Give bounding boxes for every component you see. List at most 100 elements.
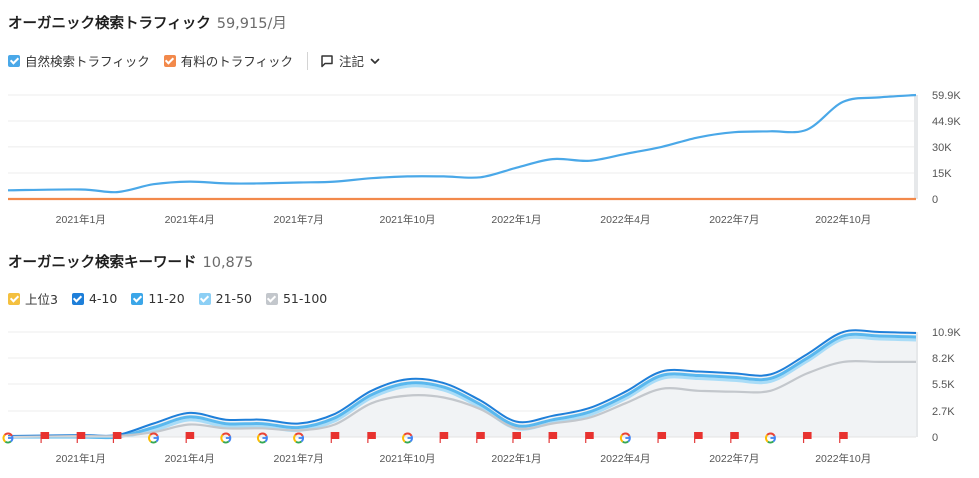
legend-4-10[interactable]: 4-10: [71, 291, 118, 306]
flag-icon: [803, 432, 812, 439]
notes-dropdown[interactable]: 注記: [320, 51, 385, 70]
flag-icon: [585, 432, 594, 439]
y-tick-label: 8.2K: [932, 353, 955, 365]
x-tick-label: 2022年4月: [600, 213, 650, 226]
legend-label: 自然検索トラフィック: [25, 54, 150, 69]
traffic-legend: 自然検索トラフィック 有料のトラフィック 注記: [8, 51, 385, 70]
x-tick-label: 2022年1月: [491, 452, 541, 465]
legend-label: 21-50: [215, 291, 252, 306]
flag-marker: [802, 432, 812, 443]
flag-icon: [186, 432, 195, 439]
traffic-metric: 59,915/月: [216, 16, 287, 32]
google-icon-arc: [3, 432, 13, 437]
y-tick-label: 30K: [932, 142, 952, 154]
legend-label: 51-100: [282, 291, 328, 306]
flag-marker: [40, 432, 50, 443]
flag-icon: [476, 432, 485, 439]
flag-marker: [76, 432, 86, 443]
flag-marker: [585, 432, 594, 443]
flag-marker: [367, 432, 376, 443]
keywords-chart: 10.9K 8.2K 5.5K 2.7K 0 2021年1月 2021年4月 2021年7月 2…: [2, 327, 961, 465]
keywords-legend: 上位3 4-10 11-20 21-50 51-100: [8, 289, 341, 308]
area-fill: [8, 330, 916, 437]
google-icon-arc: [294, 432, 304, 437]
x-tick-label: 2021年10月: [380, 213, 436, 226]
y-tick-label: 44.9K: [932, 116, 961, 128]
flag-icon: [839, 432, 848, 439]
flag-marker: [730, 432, 739, 443]
google-icon-arc: [259, 440, 266, 444]
x-tick-label: 2021年4月: [165, 213, 215, 226]
x-tick-label: 2022年7月: [709, 452, 759, 465]
flag-icon: [367, 432, 376, 439]
flag-marker: [694, 432, 703, 443]
keywords-metric: 10,875: [202, 255, 254, 271]
flag-icon: [331, 432, 340, 439]
y-tick-label: 15K: [932, 168, 952, 180]
google-icon-arc: [619, 434, 624, 443]
x-tick-label: 2022年1月: [491, 213, 541, 226]
x-tick-label: 2022年4月: [600, 452, 650, 465]
google-marker: [148, 432, 159, 444]
flag-marker: [112, 432, 122, 443]
traffic-title: オーガニック検索トラフィック 59,915/月: [8, 12, 287, 33]
google-icon-arc: [403, 432, 413, 437]
checkbox-icon[interactable]: [131, 292, 144, 305]
legend-label: 11-20: [148, 291, 185, 306]
flag-icon: [440, 432, 449, 439]
chevron-down-icon: [370, 58, 380, 64]
checkbox-icon[interactable]: [8, 54, 20, 67]
google-icon-arc: [148, 434, 152, 443]
google-icon-arc: [221, 432, 231, 437]
x-tick-label: 2022年10月: [815, 213, 871, 226]
keywords-title: オーガニック検索キーワード 10,875: [8, 251, 253, 272]
legend-label: 上位3: [25, 292, 58, 307]
checkbox-icon[interactable]: [198, 292, 211, 305]
google-icon-arc: [404, 440, 411, 444]
checkbox-icon[interactable]: [265, 292, 278, 305]
checkbox-icon[interactable]: [71, 292, 84, 305]
legend-21-50[interactable]: 21-50: [198, 291, 252, 306]
google-icon-arc: [767, 440, 774, 444]
legend-paid-traffic[interactable]: 有料のトラフィック: [163, 51, 294, 70]
flag-marker: [548, 432, 558, 443]
traffic-title-text: オーガニック検索トラフィック: [8, 16, 211, 32]
comment-icon: [321, 54, 333, 67]
keywords-title-text: オーガニック検索キーワード: [8, 255, 197, 271]
google-icon-arc: [766, 432, 776, 437]
y-tick-label: 2.7K: [932, 406, 955, 418]
google-marker: [2, 432, 14, 444]
google-icon-arc: [4, 440, 12, 444]
legend-label: 4-10: [88, 291, 118, 306]
google-marker: [220, 432, 232, 444]
legend-organic-traffic[interactable]: 自然検索トラフィック: [8, 51, 150, 70]
flag-marker: [185, 432, 195, 443]
google-marker: [256, 432, 268, 444]
flag-icon: [41, 432, 50, 439]
google-icon-arc: [402, 434, 406, 443]
legend-51-100[interactable]: 51-100: [265, 291, 328, 306]
series-21-50-line: [7, 335, 917, 439]
google-marker: [619, 432, 631, 444]
flag-icon: [658, 432, 667, 439]
flag-marker: [657, 432, 667, 443]
x-tick-label: 2022年10月: [815, 452, 871, 465]
y-tick-label: 59.9K: [932, 90, 961, 102]
y-tick-label: 5.5K: [932, 379, 955, 391]
checkbox-icon[interactable]: [8, 292, 20, 305]
google-icon-arc: [150, 440, 157, 444]
legend-top3[interactable]: 上位3: [8, 289, 58, 308]
traffic-chart: 59.9K 44.9K 30K 15K 0 2021年1月 2021年4月 2021年7月 20…: [7, 90, 961, 226]
google-icon-arc: [2, 434, 7, 443]
flag-icon: [694, 432, 703, 439]
flag-marker: [439, 432, 449, 443]
legend-11-20[interactable]: 11-20: [131, 291, 185, 306]
y-tick-label: 0: [932, 194, 938, 206]
google-icon-arc: [258, 432, 268, 437]
x-tick-label: 2021年1月: [56, 213, 106, 226]
checkbox-icon[interactable]: [163, 54, 176, 67]
legend-label: 有料のトラフィック: [180, 54, 294, 69]
y-tick-label: 10.9K: [932, 327, 961, 339]
x-tick-label: 2022年7月: [709, 213, 759, 226]
x-tick-label: 2021年7月: [274, 452, 324, 465]
